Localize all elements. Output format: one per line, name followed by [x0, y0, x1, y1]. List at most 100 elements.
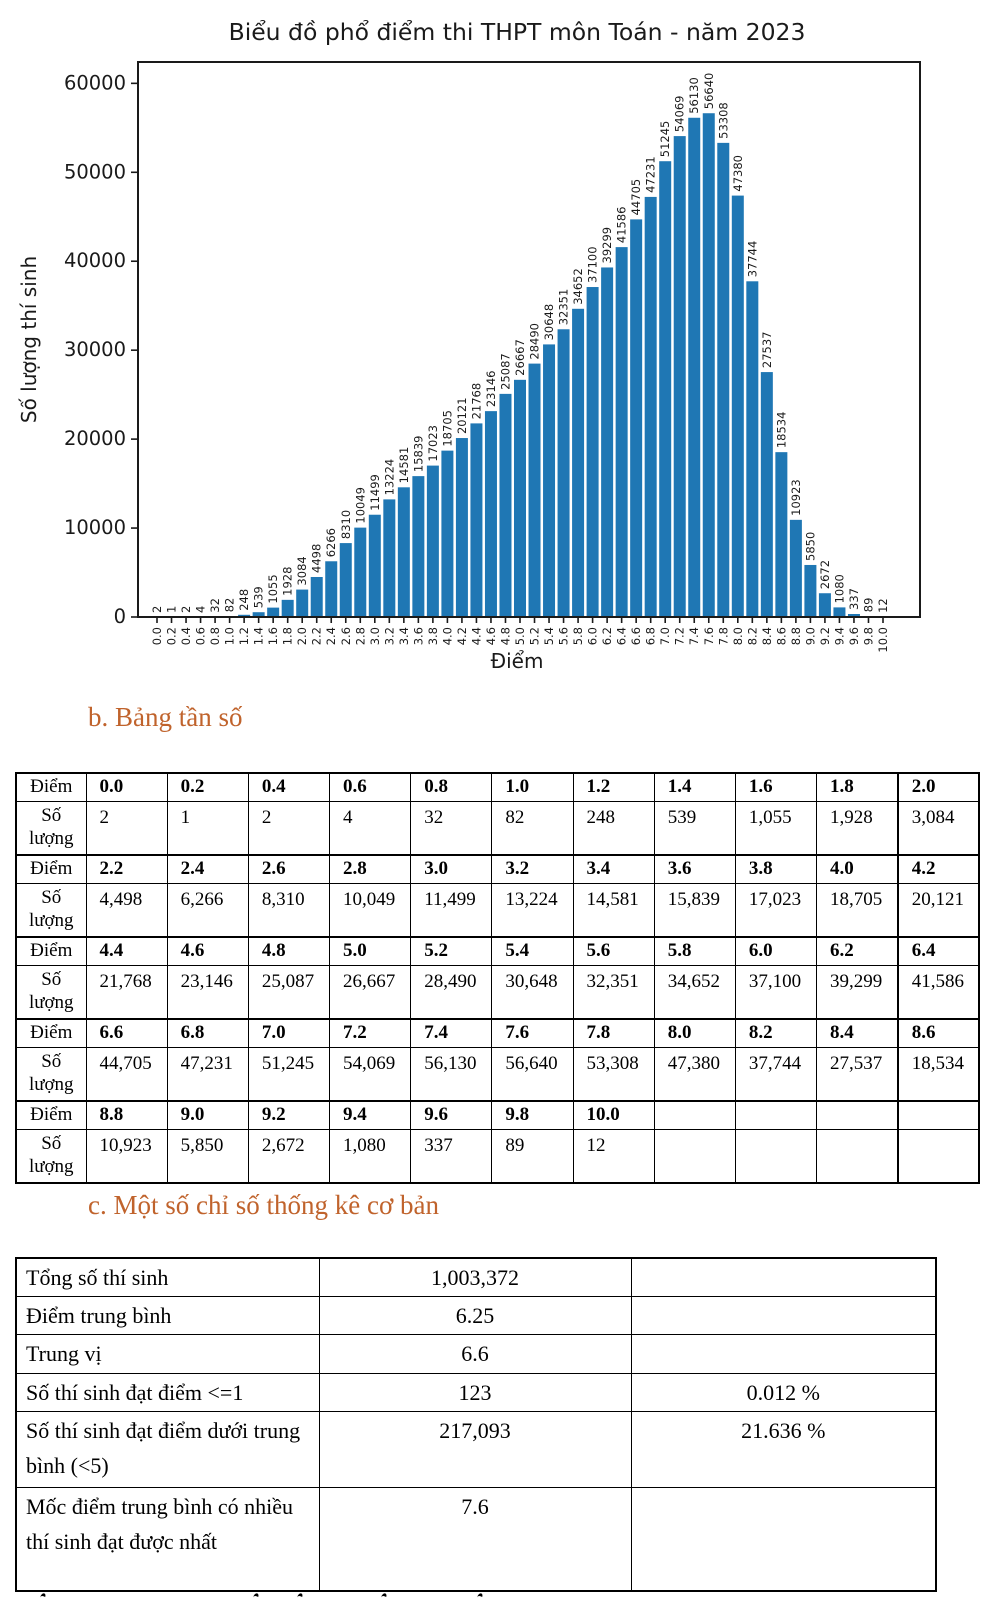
score-cell: 9.8	[491, 1100, 574, 1130]
count-cell: 56,130	[410, 1046, 493, 1102]
score-cell	[653, 1100, 736, 1130]
score-cell: 6.6	[85, 1018, 168, 1048]
count-cell: 18,534	[896, 1046, 981, 1102]
score-row-label: Điểm	[15, 936, 87, 966]
score-cell: 9.2	[247, 1100, 331, 1130]
bar-value-label: 47231	[644, 156, 658, 193]
bar-value-label: 56130	[687, 77, 701, 114]
bar	[325, 561, 338, 617]
score-cell	[816, 1100, 899, 1130]
score-cell: 6.8	[166, 1018, 249, 1048]
x-tick-label: 9.2	[818, 627, 832, 645]
bar-value-label: 30648	[542, 304, 556, 341]
bar	[557, 329, 570, 617]
stat-percent	[630, 1296, 937, 1336]
score-cell: 2.2	[85, 854, 168, 884]
score-cell: 8.4	[816, 1018, 899, 1048]
bar-value-label: 39299	[600, 227, 614, 264]
section-b-heading: b. Bảng tần số	[88, 702, 243, 732]
cutoff-text-fragment	[251, 1592, 260, 1603]
count-cell: 18,705	[816, 882, 899, 938]
score-cell: 4.0	[816, 854, 899, 884]
x-tick-label: 4.0	[440, 627, 454, 645]
stat-row: Trung vị 6.6	[15, 1334, 937, 1374]
y-tick-label: 30000	[64, 338, 126, 361]
stat-row: Số thí sinh đạt điểm dưới trung bình (<5…	[15, 1410, 937, 1488]
x-tick-label: 0.6	[194, 627, 208, 645]
y-tick-label: 20000	[64, 427, 126, 450]
score-cell: 3.6	[653, 854, 736, 884]
bar-chart-svg: Biểu đồ phổ điểm thi THPT môn Toán - năm…	[17, 18, 921, 673]
stat-value: 123	[318, 1372, 632, 1412]
bar	[760, 372, 773, 617]
stat-percent: 0.012 %	[630, 1372, 937, 1412]
x-tick-label: 7.8	[716, 627, 730, 645]
y-tick-label: 0	[114, 605, 126, 628]
score-cell: 5.6	[572, 936, 655, 966]
stat-value: 6.6	[318, 1334, 632, 1374]
score-cell: 4.4	[85, 936, 168, 966]
stat-label: Số thí sinh đạt điểm dưới trung bình (<5…	[15, 1410, 320, 1488]
bar	[412, 476, 425, 617]
bar	[252, 612, 265, 617]
bar	[499, 393, 512, 617]
frequency-table: Điểm 0.0 0.2 0.4 0.6 0.8 1.0 1.2 1.4 1.6 1.8 2.0 Số …	[15, 772, 981, 1184]
bar	[630, 219, 643, 617]
bar-value-label: 56640	[702, 73, 716, 110]
bar-value-label: 15839	[411, 436, 425, 473]
x-tick-label: 5.8	[571, 627, 585, 645]
x-tick-label: 7.6	[702, 627, 716, 645]
bar	[586, 287, 599, 617]
stat-percent	[630, 1486, 937, 1592]
count-cell: 47,231	[166, 1046, 249, 1102]
bar-value-label: 32351	[557, 289, 571, 326]
bar	[688, 117, 701, 617]
score-cell: 4.6	[166, 936, 249, 966]
x-tick-label: 9.4	[832, 627, 846, 645]
stat-value: 6.25	[318, 1296, 632, 1336]
count-cell: 34,652	[653, 964, 736, 1020]
stat-label: Mốc điểm trung bình có nhiều thí sinh đạ…	[15, 1486, 320, 1592]
count-cell	[816, 1128, 899, 1184]
score-cell: 1.4	[653, 772, 736, 802]
count-cell: 5,850	[166, 1128, 249, 1184]
bar	[644, 196, 657, 618]
bar	[397, 487, 410, 617]
count-cell	[896, 1128, 981, 1184]
bar	[267, 607, 280, 617]
score-cell: 3.4	[572, 854, 655, 884]
x-tick-label: 9.6	[847, 627, 861, 645]
score-cell: 7.4	[410, 1018, 493, 1048]
score-cell: 1.0	[491, 772, 574, 802]
section-c-heading: c. Một số chỉ số thống kê cơ bản	[88, 1190, 439, 1220]
y-tick-label: 50000	[64, 160, 126, 183]
count-cell: 27,537	[816, 1046, 899, 1102]
count-cell: 25,087	[247, 964, 331, 1020]
score-cell: 6.2	[816, 936, 899, 966]
count-row: Số lượng 44,705 47,231 51,245 54,069 56,130 56…	[15, 1046, 981, 1102]
x-tick-label: 9.0	[803, 627, 817, 645]
score-cell: 3.0	[410, 854, 493, 884]
bar-value-label: 26667	[513, 339, 527, 376]
bar	[528, 363, 541, 617]
x-tick-label: 2.8	[353, 627, 367, 645]
bar-value-label: 28490	[528, 323, 542, 360]
bar	[368, 514, 381, 617]
score-cell: 5.4	[491, 936, 574, 966]
bar	[543, 344, 556, 617]
x-tick-label: 3.2	[382, 627, 396, 645]
score-cell: 4.2	[896, 854, 981, 884]
stat-label: Điểm trung bình	[15, 1296, 320, 1336]
bar	[746, 281, 759, 617]
chart-title: Biểu đồ phổ điểm thi THPT môn Toán - năm…	[229, 18, 806, 46]
score-cell: 7.0	[247, 1018, 331, 1048]
score-header-row: Điểm 0.0 0.2 0.4 0.6 0.8 1.0 1.2 1.4 1.6 1.8 2.0	[15, 772, 981, 802]
stat-percent: 21.636 %	[630, 1410, 937, 1488]
count-cell	[734, 1128, 818, 1184]
stat-label: Trung vị	[15, 1334, 320, 1374]
bar-value-label: 41586	[615, 207, 629, 244]
count-cell: 10,049	[329, 882, 412, 938]
count-cell: 1	[166, 800, 249, 856]
bar-value-label: 82	[223, 598, 237, 613]
bar	[281, 599, 294, 617]
